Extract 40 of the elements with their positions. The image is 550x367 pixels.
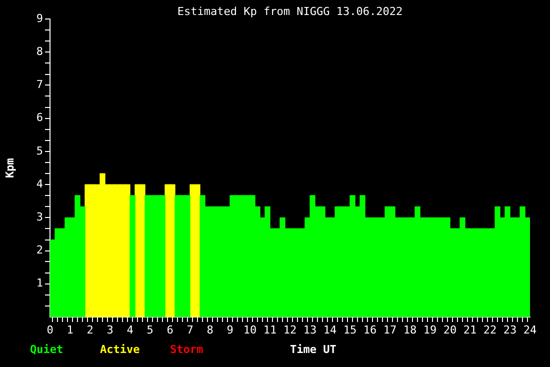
x-tick-label: 18 [403,323,417,336]
x-tick-label: 5 [146,323,154,336]
x-tick-label: 22 [483,323,497,336]
x-tick-label: 13 [303,323,317,336]
x-tick-label: 17 [383,323,397,336]
y-tick-label: 2 [36,244,43,257]
x-tick-label: 3 [106,323,114,336]
x-tick-label: 11 [263,323,277,336]
x-tick-label: 14 [323,323,337,336]
x-tick-label: 20 [443,323,457,336]
x-tick-label: 23 [503,323,517,336]
x-tick-label: 1 [66,323,74,336]
x-tick-label: 12 [283,323,297,336]
y-tick-label: 8 [36,44,43,58]
y-tick-label: 4 [36,177,44,190]
y-tick-label: 1 [36,276,43,290]
x-tick-label: 6 [166,323,174,336]
text: Quiet [30,342,64,356]
x-tick-label: 15 [343,323,357,336]
x-tick-label: 24 [523,323,537,336]
x-tick-label: 21 [463,323,477,336]
x-tick-label: 4 [126,323,134,336]
y-tick-label: 6 [36,111,43,124]
y-tick-label: 5 [36,144,43,158]
legend-label: Storm [170,342,204,356]
x-tick-label: 16 [363,323,377,336]
y-tick-label: 9 [36,12,43,25]
x-tick-label: 7 [186,323,194,336]
y-tick-label: 7 [36,78,43,92]
x-tick-label: 19 [423,323,437,336]
y-axis-title: Kpm [3,158,16,178]
x-tick-label: 0 [46,323,54,336]
chart-title: Estimated Kp from NIGGG 13.06.2022 [177,4,403,18]
x-tick-label: 2 [86,323,94,336]
x-tick-label: 9 [226,323,234,336]
x-axis-title: Time UT [290,342,337,356]
x-tick-label: 10 [243,323,257,336]
text: Active [100,342,140,356]
x-tick-label: 8 [206,323,214,336]
y-tick-label: 3 [36,210,43,224]
